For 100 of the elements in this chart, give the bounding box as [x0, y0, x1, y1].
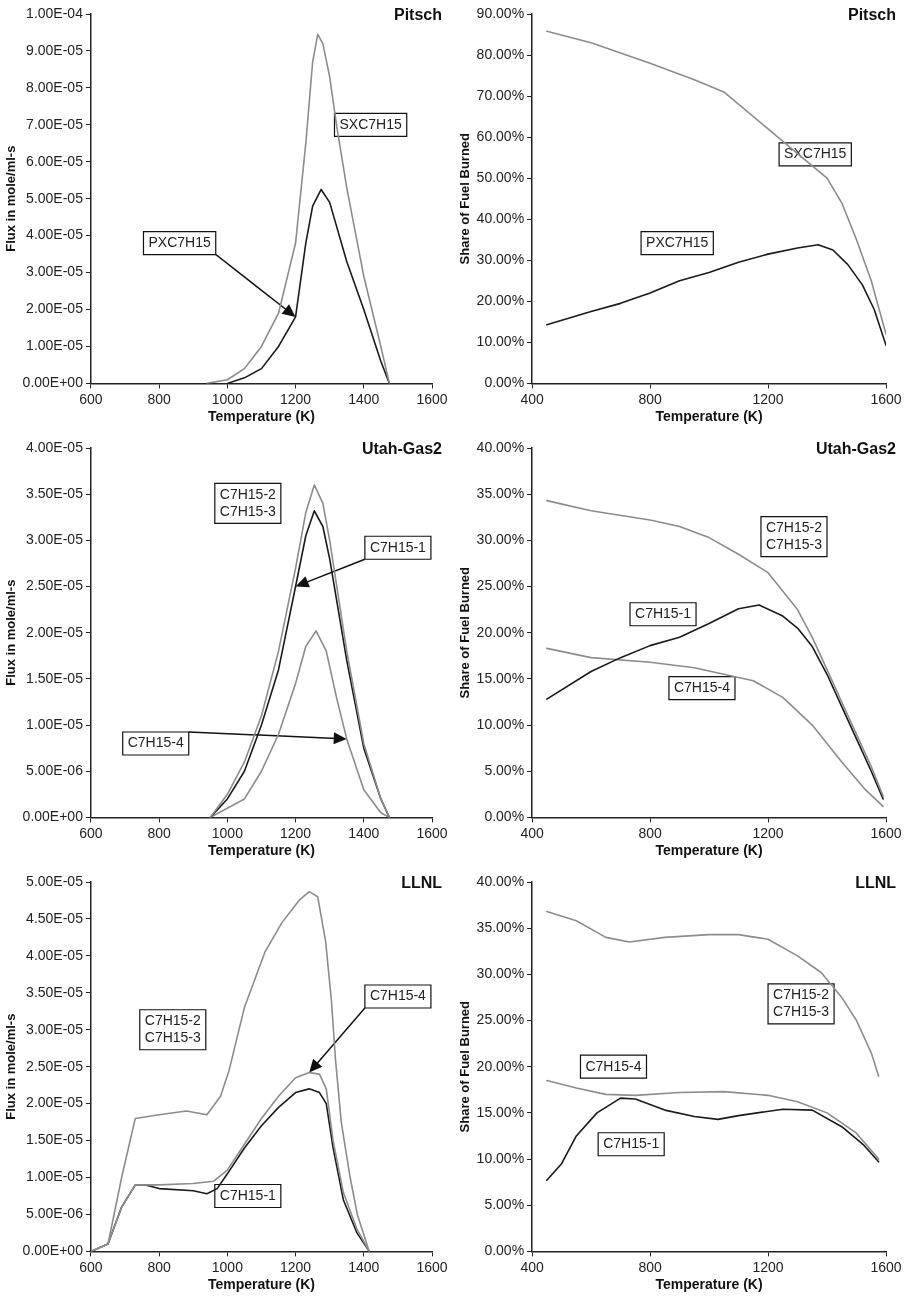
x-tick-label: 800 [147, 1258, 172, 1275]
x-axis-title: Temperature (K) [207, 1276, 316, 1293]
y-axis-title: Flux in mole/ml-s [3, 579, 19, 686]
y-tick-label: 0.00E+00 [22, 1242, 84, 1259]
x-tick-label: 1200 [752, 390, 784, 407]
x-tick-label: 1200 [752, 1258, 784, 1275]
text: C7H15-1 [369, 538, 427, 555]
y-tick-label: 15.00% [476, 669, 525, 686]
y-tick-label: 2.00E-05 [26, 1094, 84, 1111]
y-axis-title: Share of Fuel Burned [457, 566, 473, 699]
y-tick-label: 4.00E-05 [26, 438, 84, 455]
x-tick-label: 1600 [870, 390, 902, 407]
text: C7H15-4 [127, 734, 184, 751]
y-tick-label: 35.00% [476, 919, 525, 936]
x-tick-label: 1400 [348, 1258, 380, 1275]
series-label: C7H15-4 [673, 678, 731, 695]
y-tick-label: 5.00% [484, 762, 525, 779]
x-tick-label: 1600 [416, 824, 448, 841]
y-tick-label: 20.00% [476, 1057, 525, 1074]
text: PXC7H15 [148, 233, 211, 250]
y-axis-title: Flux in mole/ml-s [3, 145, 19, 252]
y-tick-label: 5.00E-06 [26, 762, 84, 779]
y-tick-label: 0.00% [484, 808, 525, 825]
y-axis-title: Share of Fuel Burned [457, 1000, 473, 1133]
y-tick-label: 25.00% [476, 1011, 525, 1028]
series-label: C7H15-1 [635, 605, 692, 622]
y-tick-label: 2.50E-05 [26, 577, 84, 594]
x-axis-title: Temperature (K) [655, 842, 763, 859]
x-tick-label: 1600 [870, 1258, 902, 1275]
y-tick-label: 30.00% [476, 251, 525, 268]
y-tick-label: 4.50E-05 [26, 909, 84, 926]
y-tick-label: 3.00E-05 [26, 531, 84, 548]
x-axis-title: Temperature (K) [655, 1276, 763, 1293]
y-tick-label: 1.50E-05 [26, 669, 84, 686]
y-tick-label: 0.00% [484, 1242, 525, 1259]
series-label: SXC7H15 [784, 145, 847, 162]
series-label: C7H15-1 [603, 1135, 660, 1152]
y-tick-label: 1.00E-05 [26, 1168, 84, 1185]
y-tick-label: 1.00E-05 [26, 715, 84, 732]
y-tick-label: 2.00E-05 [26, 623, 84, 640]
x-tick-label: 800 [147, 390, 172, 407]
x-axis-title: Temperature (K) [655, 408, 763, 425]
y-tick-label: 40.00% [476, 438, 525, 455]
y-tick-label: 50.00% [476, 169, 525, 186]
y-tick-label: 4.00E-05 [26, 946, 84, 963]
y-tick-label: 0.00% [484, 374, 525, 391]
x-tick-label: 600 [79, 390, 103, 407]
y-tick-label: 0.00E+00 [22, 374, 84, 391]
x-tick-label: 1400 [348, 390, 380, 407]
x-tick-label: 1600 [416, 1258, 448, 1275]
y-tick-label: 90.00% [476, 4, 525, 21]
series-label: C7H15-2 C7H15-3 [773, 986, 830, 1020]
x-tick-label: 1600 [870, 824, 902, 841]
y-tick-label: 20.00% [476, 292, 525, 309]
text: C7H15-2 C7H15-3 [144, 1012, 202, 1046]
series-label: PXC7H15 [646, 233, 709, 250]
y-tick-label: 30.00% [476, 965, 525, 982]
x-axis-title: Temperature (K) [207, 842, 316, 859]
y-tick-label: 35.00% [476, 485, 525, 502]
x-tick-label: 1600 [416, 390, 448, 407]
text: C7H15-2 C7H15-3 [219, 485, 277, 519]
x-tick-label: 1000 [211, 1258, 244, 1275]
chart-title: Utah-Gas2 [815, 440, 897, 458]
y-tick-label: 40.00% [476, 210, 525, 227]
x-tick-label: 400 [520, 824, 544, 841]
y-tick-label: 10.00% [476, 1149, 525, 1166]
x-tick-label: 1200 [280, 390, 312, 407]
y-tick-label: 70.00% [476, 86, 525, 103]
y-tick-label: 80.00% [476, 45, 525, 62]
chart-title: LLNL [401, 874, 443, 892]
y-tick-label: 3.50E-05 [26, 485, 84, 502]
series-label: SXC7H15 [339, 115, 402, 132]
y-tick-label: 60.00% [476, 127, 525, 144]
x-axis-title: Temperature (K) [207, 408, 316, 425]
y-axis-title: Share of Fuel Burned [457, 132, 473, 265]
y-tick-label: 1.00E-04 [26, 4, 84, 21]
y-tick-label: 40.00% [476, 872, 525, 889]
y-tick-label: 5.00E-05 [26, 872, 84, 889]
y-tick-label: 7.00E-05 [26, 115, 84, 132]
x-tick-label: 1000 [211, 824, 244, 841]
x-tick-label: 800 [638, 390, 662, 407]
x-tick-label: 600 [79, 1258, 103, 1275]
y-tick-label: 8.00E-05 [26, 78, 84, 95]
x-tick-label: 1200 [280, 1258, 312, 1275]
y-tick-label: 2.50E-05 [26, 1057, 84, 1074]
y-tick-label: 1.50E-05 [26, 1131, 84, 1148]
x-tick-label: 600 [79, 824, 103, 841]
y-axis-title: Flux in mole/ml-s [3, 1013, 19, 1120]
y-tick-label: 2.00E-05 [26, 300, 84, 317]
x-tick-label: 800 [638, 824, 662, 841]
series-label: C7H15-1 [219, 1186, 277, 1203]
series-label: C7H15-4 [585, 1057, 642, 1074]
y-tick-label: 5.00E-05 [26, 189, 84, 206]
y-tick-label: 10.00% [476, 715, 525, 732]
y-tick-label: 4.00E-05 [26, 226, 84, 243]
y-tick-label: 30.00% [476, 531, 525, 548]
x-tick-label: 800 [638, 1258, 662, 1275]
y-tick-label: 3.00E-05 [26, 1020, 84, 1037]
y-tick-label: 3.00E-05 [26, 263, 84, 280]
x-tick-label: 1200 [280, 824, 312, 841]
